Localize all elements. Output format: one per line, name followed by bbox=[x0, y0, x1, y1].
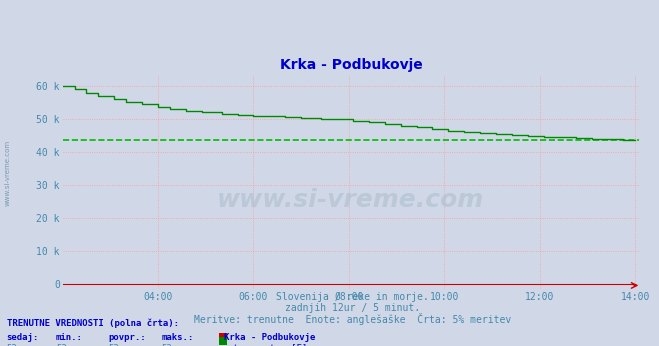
Text: min.:: min.: bbox=[56, 333, 83, 342]
Title: Krka - Podbukovje: Krka - Podbukovje bbox=[279, 58, 422, 72]
Text: sedaj:: sedaj: bbox=[7, 333, 39, 342]
Text: Meritve: trenutne  Enote: anglešaške  Črta: 5% meritev: Meritve: trenutne Enote: anglešaške Črta… bbox=[194, 313, 511, 325]
Text: www.si-vreme.com: www.si-vreme.com bbox=[217, 188, 484, 211]
Text: povpr.:: povpr.: bbox=[109, 333, 146, 342]
Text: zadnjih 12ur / 5 minut.: zadnjih 12ur / 5 minut. bbox=[285, 303, 420, 313]
Text: maks.:: maks.: bbox=[161, 333, 194, 342]
Text: temperatura[F]: temperatura[F] bbox=[232, 344, 307, 346]
Text: TRENUTNE VREDNOSTI (polna črta):: TRENUTNE VREDNOSTI (polna črta): bbox=[7, 318, 179, 328]
Text: Slovenija / reke in morje.: Slovenija / reke in morje. bbox=[276, 292, 429, 302]
Text: Krka - Podbukovje: Krka - Podbukovje bbox=[224, 333, 316, 342]
Text: 53: 53 bbox=[7, 344, 17, 346]
Text: www.si-vreme.com: www.si-vreme.com bbox=[5, 140, 11, 206]
Text: 53: 53 bbox=[56, 344, 67, 346]
Text: 53: 53 bbox=[161, 344, 172, 346]
Text: 53: 53 bbox=[109, 344, 119, 346]
